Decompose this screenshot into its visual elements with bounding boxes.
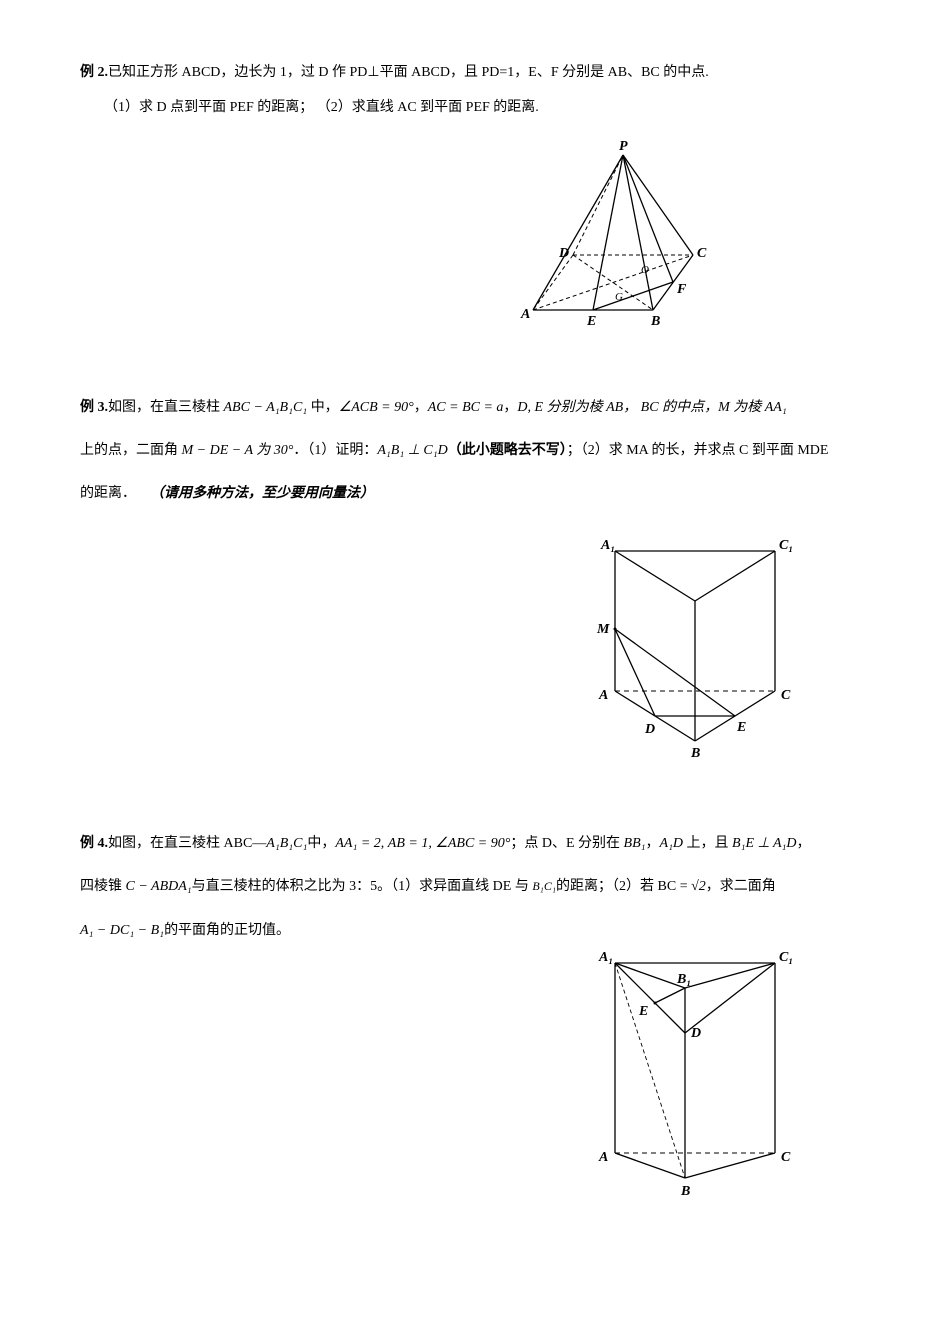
p4-dih: A₁ − DC₁ − B₁ xyxy=(80,923,164,938)
problem-4-line-1: 例 4.如图，在直三棱柱 ABC—A₁B₁C₁中，AA₁ = 2, AB = 1… xyxy=(80,831,865,856)
p4-t1c: ；点 D、E 分别在 xyxy=(510,836,623,851)
fig2-label-A: A xyxy=(520,307,530,322)
p3-t3: 的距离． xyxy=(80,486,136,501)
fig4-C: C xyxy=(781,1150,791,1165)
p4-eq2: AB = 1, ∠ABC = 90° xyxy=(388,836,511,851)
fig4-B1: B₁ xyxy=(676,972,691,987)
p3-t1c: ， xyxy=(414,400,428,415)
problem-3-line-3: 的距离． （请用多种方法，至少要用向量法） xyxy=(80,481,865,506)
p4-t2a: 四棱锥 xyxy=(80,879,126,894)
fig2-label-O: O xyxy=(641,264,649,276)
problem-2-text-1: 已知正方形 ABCD，边长为 1，过 D 作 PD⊥平面 ABCD，且 PD=1… xyxy=(108,65,709,80)
problem-4: 例 4.如图，在直三棱柱 ABC—A₁B₁C₁中，AA₁ = 2, AB = 1… xyxy=(80,831,865,1213)
problem-3-figure-wrap: A₁ C₁ M A C D B E xyxy=(80,521,865,781)
problem-3-line-1: 例 3.如图，在直三棱柱 ABC − A₁B₁C₁ 中，∠ACB = 90°，A… xyxy=(80,395,865,420)
fig3-A: A xyxy=(598,688,608,703)
p3-angle: ∠ACB = 90° xyxy=(339,400,414,415)
problem-4-figure-wrap: A₁ B₁ C₁ E D A B C xyxy=(80,933,865,1213)
p3-note: （请用多种方法，至少要用向量法） xyxy=(150,486,374,501)
p3-strike: （此小题略去不写） xyxy=(448,443,567,458)
fig3-B: B xyxy=(690,746,700,761)
p4-t1a: 如图，在直三棱柱 ABC— xyxy=(108,836,266,851)
p4-prism: A₁B₁C₁ xyxy=(266,836,307,851)
fig3-M: M xyxy=(596,622,610,637)
fig2-label-F: F xyxy=(676,282,687,297)
fig3-D: D xyxy=(644,722,655,737)
p3-dih: M − DE − A 为 30° xyxy=(182,443,294,458)
p4-t1f: ， xyxy=(797,836,811,851)
p4-on1: BB₁ xyxy=(624,836,646,851)
p3-t2c: ；（2）求 MA 的长，并求点 C 到平面 MDE xyxy=(567,443,829,458)
problem-2-figure: P D C A E B F O G xyxy=(493,135,753,335)
p4-line1: B₁C₁ xyxy=(532,879,556,893)
problem-3: 例 3.如图，在直三棱柱 ABC − A₁B₁C₁ 中，∠ACB = 90°，A… xyxy=(80,395,865,782)
p4-t1d: ， xyxy=(646,836,660,851)
fig3-C: C xyxy=(781,688,791,703)
p4-t1b: 中， xyxy=(307,836,335,851)
problem-2-text-2: （1）求 D 点到平面 PEF 的距离； （2）求直线 AC 到平面 PEF 的… xyxy=(104,100,539,115)
fig3-E: E xyxy=(736,720,746,735)
fig2-label-D: D xyxy=(558,246,569,261)
fig4-B: B xyxy=(680,1184,690,1199)
p3-mid: D, E 分别为棱 AB， BC 的中点，M 为棱 AA₁ xyxy=(517,400,786,415)
problem-2-line-2: （1）求 D 点到平面 PEF 的距离； （2）求直线 AC 到平面 PEF 的… xyxy=(80,95,865,120)
p3-t1a: 如图，在直三棱柱 xyxy=(108,400,224,415)
fig2-label-G: G xyxy=(615,291,623,303)
fig4-A1: A₁ xyxy=(598,950,613,965)
fig2-label-C: C xyxy=(697,246,707,261)
fig2-label-B: B xyxy=(650,314,660,329)
fig4-C1: C₁ xyxy=(779,950,793,965)
p4-t1e: 上，且 xyxy=(683,836,732,851)
p3-t1b: 中， xyxy=(307,400,339,415)
problem-4-label: 例 4. xyxy=(80,836,108,851)
p3-perp: A₁B₁ ⊥ C₁D xyxy=(377,443,447,458)
p4-perp: B₁E ⊥ A₁D xyxy=(732,836,796,851)
fig4-D: D xyxy=(690,1026,701,1041)
p3-t1d: ， xyxy=(503,400,517,415)
problem-2-line-1: 例 2.已知正方形 ABCD，边长为 1，过 D 作 PD⊥平面 ABCD，且 … xyxy=(80,60,865,85)
problem-2-figure-wrap: P D C A E B F O G xyxy=(80,135,865,344)
p4-t3b: 的平面角的正切值。 xyxy=(164,923,290,938)
p4-sqrt: √2 xyxy=(691,879,706,894)
p3-eq1: AC = BC = a xyxy=(428,400,504,415)
problem-3-figure: A₁ C₁ M A C D B E xyxy=(565,521,825,781)
problem-2-label: 例 2. xyxy=(80,65,108,80)
p4-eq1: AA₁ = 2, xyxy=(335,836,384,851)
fig4-A: A xyxy=(598,1150,608,1165)
problem-2: 例 2.已知正方形 ABCD，边长为 1，过 D 作 PD⊥平面 ABCD，且 … xyxy=(80,60,865,345)
fig2-label-P: P xyxy=(619,139,628,154)
p3-t2a: 上的点，二面角 xyxy=(80,443,182,458)
fig4-E: E xyxy=(638,1004,648,1019)
p3-prism: ABC − A₁B₁C₁ xyxy=(224,400,308,415)
p4-on2: A₁D xyxy=(660,836,684,851)
p4-t2d: ，求二面角 xyxy=(706,879,776,894)
problem-4-line-2: 四棱锥 C − ABDA₁与直三棱柱的体积之比为 3：5。（1）求异面直线 DE… xyxy=(80,874,865,899)
problem-4-figure: A₁ B₁ C₁ E D A B C xyxy=(565,933,825,1213)
problem-3-label: 例 3. xyxy=(80,400,108,415)
fig3-C1: C₁ xyxy=(779,538,793,553)
fig2-label-E: E xyxy=(586,314,596,329)
p4-pyr: C − ABDA₁ xyxy=(126,879,192,894)
fig3-A1: A₁ xyxy=(600,538,615,553)
p3-t2b: ．（1）证明： xyxy=(293,443,377,458)
p4-t2c: 的距离；（2）若 BC = xyxy=(556,879,691,894)
problem-3-line-2: 上的点，二面角 M − DE − A 为 30°．（1）证明：A₁B₁ ⊥ C₁… xyxy=(80,438,865,463)
p4-t2b: 与直三棱柱的体积之比为 3：5。（1）求异面直线 DE 与 xyxy=(192,879,533,894)
